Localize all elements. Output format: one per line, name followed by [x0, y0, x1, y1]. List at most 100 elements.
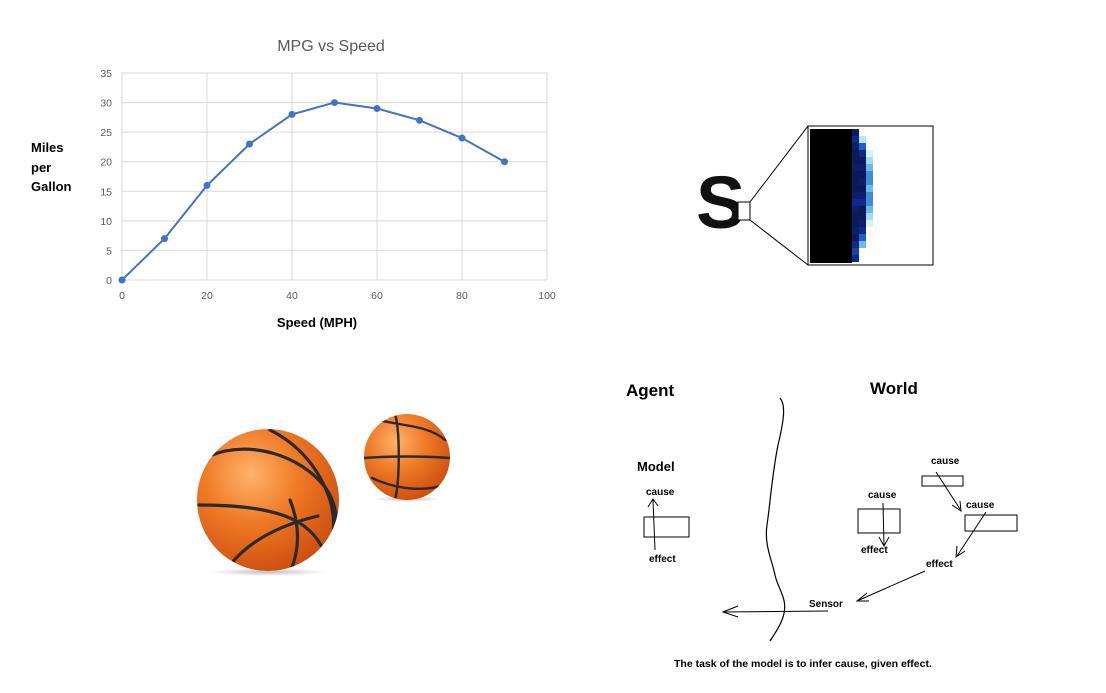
zoom-pixel: [866, 241, 873, 248]
zoom-letter: S: [696, 161, 745, 244]
zoom-pixel: [866, 171, 873, 178]
y-tick-label-4: 20: [100, 157, 112, 169]
zoom-pixel: [866, 206, 873, 213]
zoom-pixel: [852, 185, 859, 192]
y-tick-label-7: 35: [100, 68, 112, 80]
series-line: [121, 101, 505, 281]
zoom-pixel: [859, 241, 866, 248]
zoom-pixel: [866, 178, 873, 185]
zoom-pixel: [852, 241, 859, 248]
data-point-6: [373, 104, 381, 112]
basketballs: [197, 414, 450, 576]
y-tick-label-3: 15: [100, 186, 112, 198]
y-tick-label-0: 0: [106, 275, 112, 287]
zoom-pixel: [852, 164, 859, 171]
zoom-pixel: [852, 227, 859, 234]
zoom-pixel: [866, 227, 873, 234]
model-label: Model: [637, 459, 675, 474]
data-point-8: [458, 134, 466, 142]
zoom-pixel: [859, 164, 866, 171]
zoom-pixel: [859, 143, 866, 150]
zoom-pixel: [852, 171, 859, 178]
zoom-pixel: [866, 255, 873, 262]
zoom-pixel: [866, 234, 873, 241]
world-arrow-right: [956, 511, 987, 557]
data-point-1: [161, 235, 168, 243]
data-point-7: [416, 116, 423, 124]
zoom-pixel: [859, 206, 866, 213]
zoom-pixel: [866, 150, 873, 157]
zoom-pixel: [852, 220, 859, 227]
data-point-9: [501, 158, 508, 166]
y-axis-label-line-2: per: [31, 160, 51, 175]
agent-world-divider: [765, 397, 786, 642]
y-tick-label-5: 25: [100, 127, 112, 139]
zoom-pixel: [859, 255, 866, 262]
world-label: World: [870, 379, 918, 398]
y-tick-label-2: 10: [100, 216, 112, 228]
zoom-edge-pixels: [852, 129, 873, 262]
mpg-chart: MPG vs Speed 0 5 10 15 20 25 30 35 0 20 40 60 80 100…: [31, 38, 556, 330]
x-tick-label-3: 60: [371, 290, 383, 302]
data-point-2: [203, 181, 211, 189]
zoom-pixel: [866, 213, 873, 220]
world-cause-label-right: cause: [966, 500, 995, 511]
zoom-pixel: [866, 220, 873, 227]
zoom-source-box: [737, 201, 751, 221]
zoom-pixel: [859, 192, 866, 199]
world-arrow-right-head: [955, 545, 966, 558]
zoom-pixel: [852, 143, 859, 150]
zoom-line-top: [749, 125, 809, 203]
world-cause-box-top: [921, 475, 964, 487]
zoom-pixel: [852, 206, 859, 213]
zoom-pixel: [859, 171, 866, 178]
x-tick-label-5: 100: [538, 290, 556, 302]
series-line-path: [121, 101, 505, 281]
model-effect-label: effect: [649, 554, 676, 565]
pixel-zoom-illustration: S: [696, 125, 934, 266]
zoom-pixel: [852, 136, 859, 143]
zoom-pixel: [859, 248, 866, 255]
x-tick-label-0: 0: [119, 290, 125, 302]
world-cause-box-left: [857, 508, 901, 534]
zoom-pixel: [866, 157, 873, 164]
zoom-line-bottom: [749, 219, 809, 266]
y-tick-label-6: 30: [100, 98, 112, 110]
agent-world-diagram: Agent World Model cause effect cause cau…: [626, 379, 1018, 670]
x-axis-label: Speed (MPH): [277, 315, 357, 330]
series-points: [118, 99, 508, 284]
zoom-black-region: [810, 129, 852, 263]
effect-to-sensor-arrow: [856, 570, 926, 602]
y-axis-label-line-1: Miles: [31, 140, 64, 155]
model-box: [643, 516, 690, 538]
data-point-5: [331, 99, 338, 107]
zoom-pixel: [852, 178, 859, 185]
model-arrow: [652, 499, 656, 551]
world-effect-label-right: effect: [926, 559, 953, 570]
zoom-pixel: [852, 213, 859, 220]
zoom-pixel: [852, 157, 859, 164]
x-tick-label-1: 20: [201, 290, 213, 302]
y-tick-label-1: 5: [106, 245, 112, 257]
big-ball-shadow: [210, 568, 326, 576]
zoom-pixel: [866, 248, 873, 255]
world-cause-box-right: [964, 514, 1018, 532]
world-arrow-top-head: [951, 500, 962, 513]
model-arrow-head: [647, 498, 659, 508]
world-cause-label-top: cause: [931, 456, 960, 467]
effect-to-sensor-arrow-head: [855, 592, 869, 602]
zoom-pixel: [852, 150, 859, 157]
data-point-0: [118, 276, 126, 284]
world-arrow-top: [935, 471, 961, 510]
chart-title: MPG vs Speed: [277, 38, 385, 55]
zoom-pixel: [859, 136, 866, 143]
data-point-3: [246, 140, 253, 148]
y-axis-label-line-3: Gallon: [31, 179, 72, 194]
zoom-pixel: [852, 234, 859, 241]
agent-label: Agent: [626, 381, 675, 400]
zoom-pixel: [859, 157, 866, 164]
world-arrow-left: [882, 502, 885, 546]
data-point-4: [288, 110, 296, 118]
